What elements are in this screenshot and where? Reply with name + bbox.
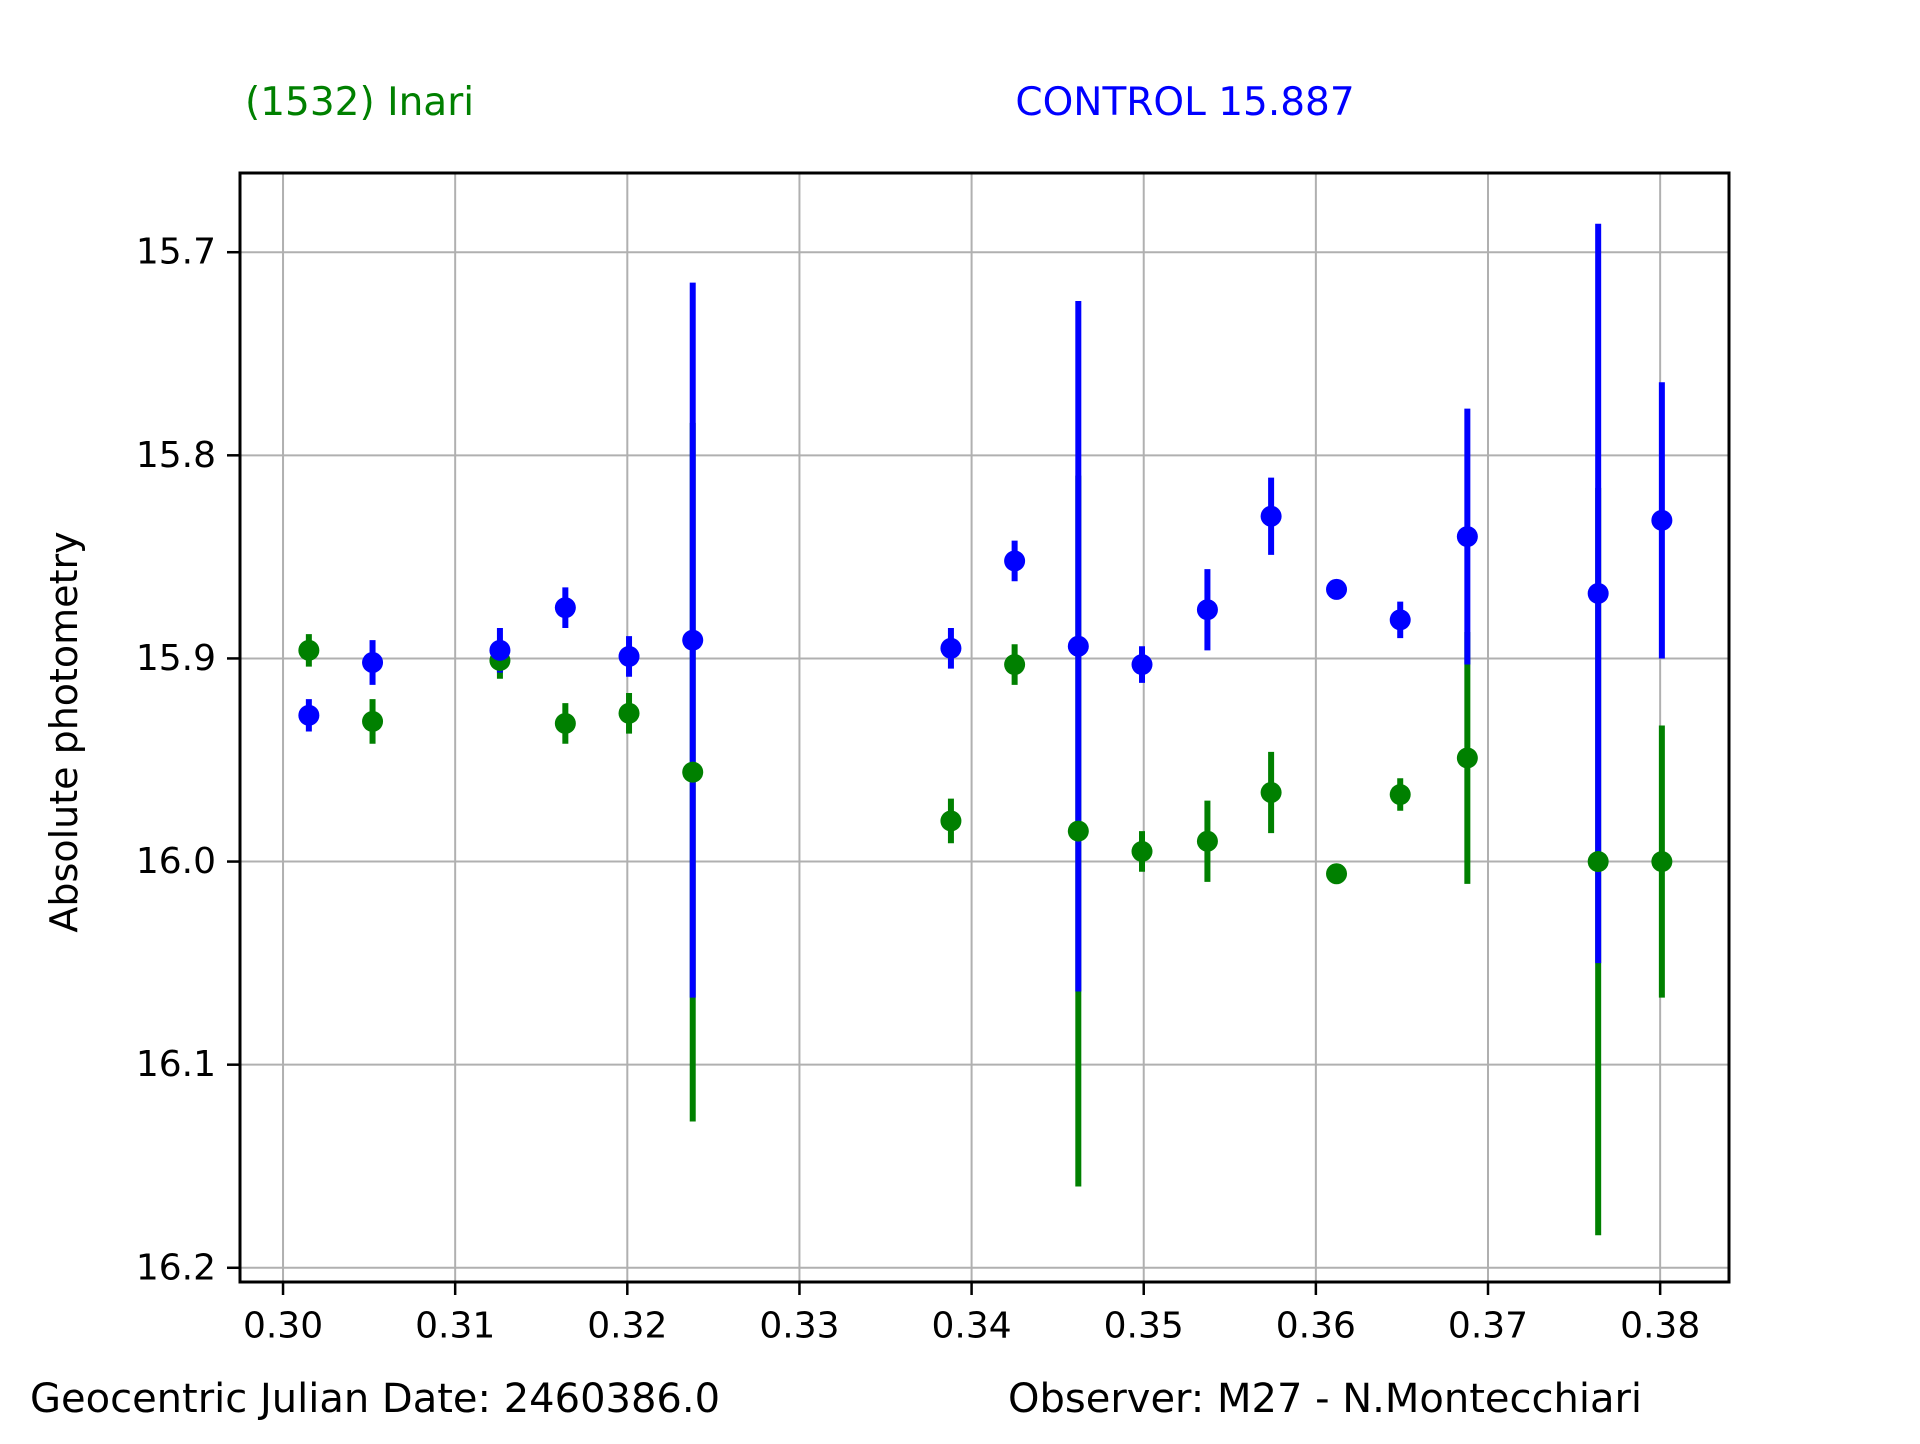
data-point-marker [940,637,962,659]
data-point-marker [1389,784,1411,806]
data-point-marker [1260,781,1282,803]
data-point-marker [1131,654,1153,676]
control-star-title: CONTROL 15.887 [1015,80,1355,125]
y-tick-label: 15.9 [136,638,216,679]
data-point-marker [1651,851,1673,873]
data-point-marker [1196,830,1218,852]
data-point-marker [298,704,320,726]
data-point-marker [682,761,704,783]
y-tick-label: 15.8 [136,435,216,476]
data-point-marker [1389,609,1411,631]
x-tick-label: 0.35 [1104,1306,1184,1347]
data-point-marker [940,810,962,832]
x-tick-label: 0.32 [587,1306,667,1347]
y-tick-label: 16.2 [136,1247,216,1288]
y-tick-label: 16.0 [136,841,216,882]
y-tick-label: 15.7 [136,232,216,273]
data-point-marker [1326,863,1348,885]
data-point-marker [618,702,640,724]
data-point-marker [1456,526,1478,548]
data-point-marker [554,597,576,619]
data-point-marker [1004,550,1026,572]
data-point-marker [1651,509,1673,531]
y-tick-label: 16.1 [136,1044,216,1085]
x-tick-label: 0.33 [759,1306,839,1347]
data-point-marker [362,710,384,732]
x-tick-label: 0.37 [1448,1306,1528,1347]
y-axis-label: Absolute photometry [42,531,86,933]
observer-text: Observer: M27 - N.Montecchiari [1008,1376,1643,1422]
data-point-marker [1587,851,1609,873]
x-tick-label: 0.31 [415,1306,495,1347]
data-point-marker [1260,505,1282,527]
data-point-marker [1067,635,1089,657]
data-point-marker [362,652,384,674]
plot-frame [238,171,1731,1284]
data-point-marker [1196,599,1218,621]
julian-date-text: Geocentric Julian Date: 2460386.0 [30,1376,721,1422]
data-point-marker [1326,578,1348,600]
x-tick-label: 0.38 [1620,1306,1700,1347]
data-point-marker [554,712,576,734]
data-point-marker [1067,820,1089,842]
data-point-marker [618,645,640,667]
data-point-marker [682,629,704,651]
asteroid-title: (1532) Inari [245,80,475,125]
data-point-marker [489,639,511,661]
x-tick-label: 0.30 [243,1306,323,1347]
x-tick-label: 0.36 [1276,1306,1356,1347]
data-point-marker [1131,840,1153,862]
data-point-marker [1587,582,1609,604]
data-point-marker [298,639,320,661]
data-point-marker [1456,747,1478,769]
x-tick-label: 0.34 [932,1306,1012,1347]
data-point-marker [1004,654,1026,676]
